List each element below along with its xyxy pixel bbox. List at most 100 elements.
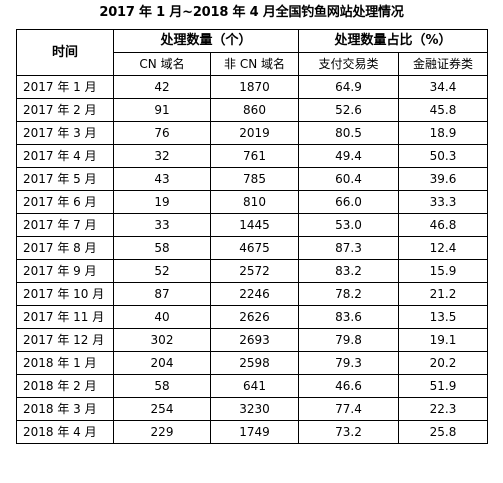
cell-finance-share: 19.1 xyxy=(398,328,489,352)
cell-cn-domain: 19 xyxy=(113,190,211,214)
cell-non-cn-domain: 641 xyxy=(209,374,300,398)
table-row: 2017 年 8 月 58 4675 87.3 12.4 xyxy=(16,236,489,260)
cell-finance-share: 15.9 xyxy=(398,259,489,283)
cell-cn-domain: 204 xyxy=(113,351,211,375)
cell-payment-share: 87.3 xyxy=(298,236,400,260)
cell-payment-share: 60.4 xyxy=(298,167,400,191)
cell-payment-share: 49.4 xyxy=(298,144,400,168)
cell-non-cn-domain: 810 xyxy=(209,190,300,214)
cell-month: 2017 年 4 月 xyxy=(16,144,114,168)
table-row: 2017 年 3 月 76 2019 80.5 18.9 xyxy=(16,121,489,145)
header-share-group: 处理数量占比（%） xyxy=(298,29,489,53)
cell-payment-share: 64.9 xyxy=(298,75,400,99)
header-cn-domain: CN 域名 xyxy=(113,52,211,76)
cell-cn-domain: 58 xyxy=(113,236,211,260)
cell-payment-share: 66.0 xyxy=(298,190,400,214)
cell-payment-share: 53.0 xyxy=(298,213,400,237)
cell-month: 2018 年 1 月 xyxy=(16,351,114,375)
cell-cn-domain: 33 xyxy=(113,213,211,237)
cell-cn-domain: 32 xyxy=(113,144,211,168)
cell-cn-domain: 302 xyxy=(113,328,211,352)
cell-finance-share: 50.3 xyxy=(398,144,489,168)
table-row: 2017 年 2 月 91 860 52.6 45.8 xyxy=(16,98,489,122)
cell-non-cn-domain: 2693 xyxy=(209,328,300,352)
cell-finance-share: 51.9 xyxy=(398,374,489,398)
cell-non-cn-domain: 860 xyxy=(209,98,300,122)
cell-payment-share: 79.3 xyxy=(298,351,400,375)
cell-cn-domain: 229 xyxy=(113,420,211,444)
cell-finance-share: 34.4 xyxy=(398,75,489,99)
cell-non-cn-domain: 1445 xyxy=(209,213,300,237)
cell-cn-domain: 52 xyxy=(113,259,211,283)
table-header: 时间 处理数量（个） 处理数量占比（%） CN 域名 非 CN 域名 支付交易类… xyxy=(16,29,489,76)
cell-month: 2018 年 2 月 xyxy=(16,374,114,398)
cell-finance-share: 18.9 xyxy=(398,121,489,145)
cell-finance-share: 22.3 xyxy=(398,397,489,421)
cell-payment-share: 52.6 xyxy=(298,98,400,122)
cell-payment-share: 83.2 xyxy=(298,259,400,283)
cell-non-cn-domain: 3230 xyxy=(209,397,300,421)
cell-non-cn-domain: 4675 xyxy=(209,236,300,260)
table-row: 2017 年 4 月 32 761 49.4 50.3 xyxy=(16,144,489,168)
cell-cn-domain: 91 xyxy=(113,98,211,122)
table-row: 2017 年 11 月 40 2626 83.6 13.5 xyxy=(16,305,489,329)
cell-non-cn-domain: 2019 xyxy=(209,121,300,145)
cell-payment-share: 78.2 xyxy=(298,282,400,306)
table-title: 2017 年 1 月~2018 年 4 月全国钓鱼网站处理情况 xyxy=(99,5,404,20)
table-row: 2017 年 5 月 43 785 60.4 39.6 xyxy=(16,167,489,191)
header-row-sub: CN 域名 非 CN 域名 支付交易类 金融证券类 xyxy=(17,52,489,76)
cell-cn-domain: 40 xyxy=(113,305,211,329)
cell-non-cn-domain: 1749 xyxy=(209,420,300,444)
table-row: 2017 年 9 月 52 2572 83.2 15.9 xyxy=(16,259,489,283)
cell-month: 2017 年 8 月 xyxy=(16,236,114,260)
cell-non-cn-domain: 2626 xyxy=(209,305,300,329)
cell-non-cn-domain: 761 xyxy=(209,144,300,168)
cell-finance-share: 20.2 xyxy=(398,351,489,375)
table-row: 2017 年 1 月 42 1870 64.9 34.4 xyxy=(16,75,489,99)
cell-month: 2017 年 5 月 xyxy=(16,167,114,191)
cell-month: 2017 年 3 月 xyxy=(16,121,114,145)
cell-cn-domain: 42 xyxy=(113,75,211,99)
cell-finance-share: 21.2 xyxy=(398,282,489,306)
cell-non-cn-domain: 785 xyxy=(209,167,300,191)
table-row: 2018 年 4 月 229 1749 73.2 25.8 xyxy=(16,420,489,444)
cell-month: 2017 年 9 月 xyxy=(16,259,114,283)
cell-month: 2017 年 2 月 xyxy=(16,98,114,122)
cell-finance-share: 25.8 xyxy=(398,420,489,444)
cell-month: 2017 年 6 月 xyxy=(16,190,114,214)
header-row-group: 时间 处理数量（个） 处理数量占比（%） xyxy=(16,29,489,76)
cell-month: 2018 年 4 月 xyxy=(16,420,114,444)
table-row: 2017 年 6 月 19 810 66.0 33.3 xyxy=(16,190,489,214)
cell-finance-share: 33.3 xyxy=(398,190,489,214)
cell-payment-share: 77.4 xyxy=(298,397,400,421)
cell-finance-share: 12.4 xyxy=(398,236,489,260)
table-row: 2017 年 7 月 33 1445 53.0 46.8 xyxy=(16,213,489,237)
cell-finance-share: 39.6 xyxy=(398,167,489,191)
cell-payment-share: 79.8 xyxy=(298,328,400,352)
cell-cn-domain: 254 xyxy=(113,397,211,421)
cell-payment-share: 83.6 xyxy=(298,305,400,329)
cell-non-cn-domain: 2246 xyxy=(209,282,300,306)
cell-month: 2017 年 11 月 xyxy=(16,305,114,329)
table-row: 2017 年 10 月 87 2246 78.2 21.2 xyxy=(16,282,489,306)
cell-cn-domain: 58 xyxy=(113,374,211,398)
cell-non-cn-domain: 2598 xyxy=(209,351,300,375)
header-count-group: 处理数量（个） xyxy=(112,29,300,53)
cell-finance-share: 45.8 xyxy=(398,98,489,122)
phishing-site-table: 时间 处理数量（个） 处理数量占比（%） CN 域名 非 CN 域名 支付交易类… xyxy=(16,29,489,444)
cell-finance-share: 13.5 xyxy=(398,305,489,329)
cell-cn-domain: 43 xyxy=(113,167,211,191)
cell-cn-domain: 87 xyxy=(113,282,211,306)
table-body: 2017 年 1 月 42 1870 64.9 34.4 2017 年 2 月 91 860 5… xyxy=(16,75,489,444)
header-finance: 金融证券类 xyxy=(398,52,489,76)
cell-payment-share: 46.6 xyxy=(298,374,400,398)
table-row: 2017 年 12 月 302 2693 79.8 19.1 xyxy=(16,328,489,352)
cell-payment-share: 80.5 xyxy=(298,121,400,145)
table-row: 2018 年 3 月 254 3230 77.4 22.3 xyxy=(16,397,489,421)
cell-month: 2018 年 3 月 xyxy=(16,397,114,421)
cell-month: 2017 年 7 月 xyxy=(16,213,114,237)
table-row: 2018 年 1 月 204 2598 79.3 20.2 xyxy=(16,351,489,375)
table-row: 2018 年 2 月 58 641 46.6 51.9 xyxy=(16,374,489,398)
cell-payment-share: 73.2 xyxy=(298,420,400,444)
